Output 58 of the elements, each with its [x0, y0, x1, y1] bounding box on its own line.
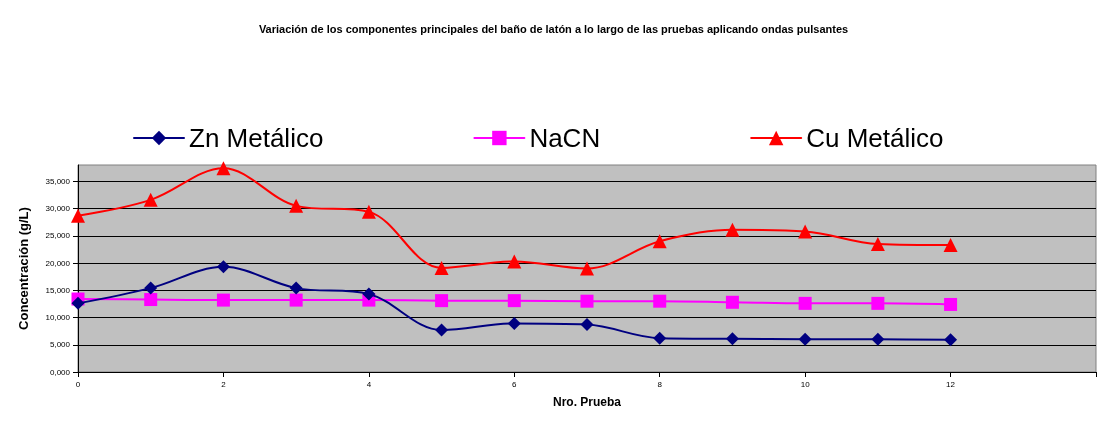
point	[434, 260, 449, 275]
legend-label: Zn Metálico	[189, 123, 324, 153]
y-tick-label: 25,000	[45, 231, 71, 241]
point	[361, 204, 376, 219]
point	[144, 281, 158, 295]
point	[944, 297, 958, 311]
x-axis-title: Nro. Prueba	[552, 395, 622, 409]
point	[435, 323, 449, 337]
y-tick-label: 20,000	[45, 258, 71, 268]
y-tick-label: 15,000	[45, 285, 71, 295]
point	[580, 261, 594, 276]
point	[944, 333, 958, 347]
x-tick-label: 6	[512, 379, 518, 389]
point	[653, 331, 667, 345]
x-tick-label: 12	[946, 379, 956, 389]
point	[71, 208, 85, 223]
point	[798, 332, 812, 346]
point	[289, 281, 303, 295]
y-tick-label: 10,000	[45, 313, 71, 323]
point	[216, 260, 230, 274]
point	[580, 318, 594, 332]
legend-label: NaCN	[529, 123, 601, 153]
point	[725, 222, 740, 237]
point	[289, 293, 303, 307]
point	[144, 293, 158, 307]
point	[289, 198, 304, 213]
legend-label: Cu Metálico	[806, 123, 944, 153]
y-tick-label: 5,000	[49, 340, 71, 350]
point	[653, 294, 667, 308]
y-tick-label: 0,000	[49, 367, 71, 377]
point	[580, 294, 594, 308]
point	[725, 332, 739, 346]
point	[943, 238, 958, 253]
x-tick-label: 2	[221, 379, 227, 389]
point	[71, 296, 85, 310]
point	[216, 161, 231, 176]
x-tick-label: 0	[75, 379, 81, 389]
y-tick-label: 30,000	[45, 204, 71, 214]
point	[507, 254, 522, 269]
point	[507, 317, 521, 331]
point	[798, 224, 813, 239]
point	[507, 294, 521, 308]
point	[143, 192, 158, 207]
point	[798, 296, 812, 310]
point	[652, 234, 667, 249]
x-tick-label: 4	[366, 379, 372, 389]
chart-title: Variación de los componentes principales del baño de latón a lo largo de las pruebas aplicando ondas pulsantes	[258, 22, 849, 35]
x-tick-label: 8	[657, 379, 663, 389]
point	[871, 332, 885, 346]
point	[870, 236, 885, 251]
x-tick-label: 10	[800, 379, 811, 389]
point	[362, 287, 376, 301]
y-axis-title: Concentración (g/L)	[16, 207, 31, 330]
y-tick-label: 35,000	[45, 176, 71, 186]
point	[725, 295, 739, 309]
point	[435, 294, 449, 308]
point	[216, 293, 230, 307]
point	[871, 296, 885, 310]
